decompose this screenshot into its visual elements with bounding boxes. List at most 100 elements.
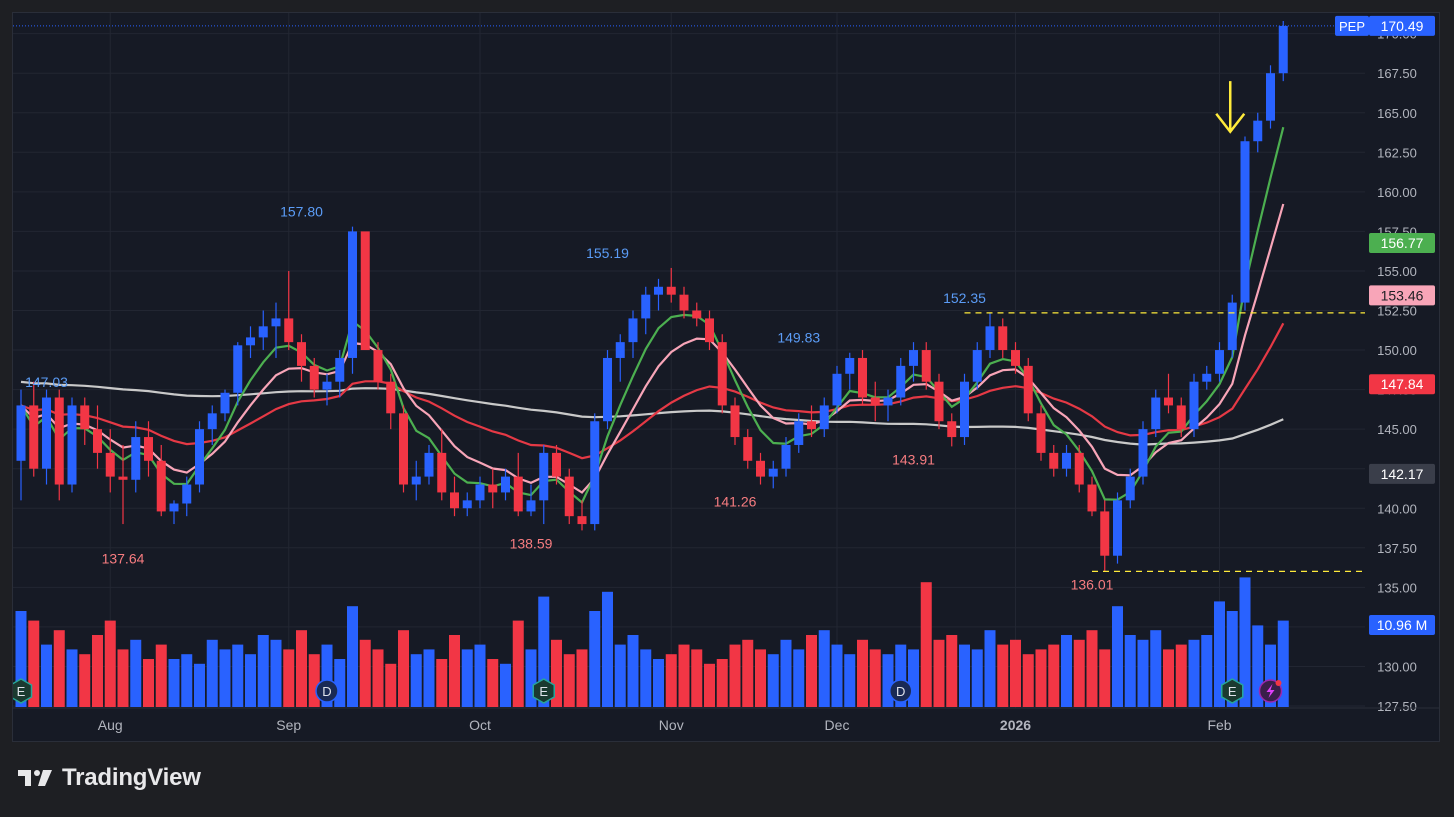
volume-bar bbox=[372, 649, 384, 707]
volume-bar bbox=[589, 611, 601, 707]
dividend-marker-icon bbox=[889, 679, 913, 703]
candle-body bbox=[819, 405, 829, 430]
tradingview-brand[interactable]: TradingView bbox=[16, 764, 201, 792]
volume-bar bbox=[1214, 601, 1225, 707]
volume-bar bbox=[245, 654, 256, 707]
x-tick-label: Feb bbox=[1207, 717, 1231, 733]
volume-bar bbox=[755, 649, 766, 707]
volume-bar bbox=[143, 659, 154, 707]
volume-bar bbox=[155, 644, 167, 707]
high-annotation-label: 152.35 bbox=[943, 290, 986, 306]
candle-body bbox=[552, 452, 561, 477]
candle-body bbox=[246, 337, 255, 346]
y-tick-label: 165.00 bbox=[1377, 106, 1417, 121]
volume-bar bbox=[130, 639, 142, 707]
tradingview-logo-icon bbox=[18, 770, 52, 786]
price-scale-badge-label: 10.96 M bbox=[1377, 617, 1428, 633]
candle-body bbox=[450, 492, 459, 509]
candle-body bbox=[195, 429, 204, 485]
chart-panel[interactable]: 127.50130.00132.50135.00137.50140.00142.… bbox=[12, 12, 1440, 742]
candle-body bbox=[1278, 25, 1288, 74]
volume-bar bbox=[793, 649, 805, 707]
y-tick-label: 140.00 bbox=[1377, 501, 1417, 516]
candle-body bbox=[1189, 381, 1199, 430]
volume-bar bbox=[1010, 639, 1021, 707]
volume-bar bbox=[1035, 649, 1047, 707]
high-annotation-label: 147.03 bbox=[25, 374, 68, 390]
price-scale-badge bbox=[1369, 615, 1435, 635]
candle-body bbox=[93, 429, 102, 453]
volume-bar bbox=[474, 644, 486, 707]
x-tick-label: Nov bbox=[659, 717, 684, 733]
candle-body bbox=[105, 452, 115, 477]
candle-body bbox=[845, 357, 855, 374]
candle-body bbox=[883, 397, 893, 406]
volume-bar bbox=[1226, 611, 1238, 707]
volume-bar bbox=[15, 611, 27, 707]
candle-body bbox=[386, 381, 396, 414]
volume-bar bbox=[168, 659, 180, 707]
candle-body bbox=[462, 500, 472, 509]
candle-body bbox=[220, 392, 230, 414]
high-annotation-label: 149.83 bbox=[777, 330, 820, 346]
y-tick-label: 130.00 bbox=[1377, 659, 1417, 674]
candle-body bbox=[717, 342, 727, 406]
volume-bar bbox=[627, 635, 639, 707]
volume-bar bbox=[767, 654, 779, 707]
volume-bar bbox=[920, 582, 932, 707]
volume-bar bbox=[219, 649, 231, 707]
volume-bar bbox=[321, 644, 333, 707]
candle-body bbox=[399, 413, 408, 485]
y-tick-label: 145.00 bbox=[1377, 422, 1417, 437]
candle-body bbox=[411, 476, 421, 485]
x-tick-label: Aug bbox=[98, 717, 123, 733]
candle-body bbox=[169, 503, 179, 512]
volume-bar bbox=[946, 635, 958, 707]
volume-bar bbox=[500, 663, 511, 707]
volume-bar bbox=[41, 644, 52, 707]
candle-body bbox=[768, 468, 778, 477]
candle-body bbox=[258, 326, 268, 338]
low-annotation-label: 143.91 bbox=[892, 451, 935, 467]
volume-bar bbox=[959, 644, 970, 707]
candle-body bbox=[577, 516, 587, 525]
price-scale-badge-label: 142.17 bbox=[1381, 466, 1424, 482]
y-tick-label: 167.50 bbox=[1377, 66, 1417, 81]
volume-bar bbox=[908, 649, 919, 707]
candle-body bbox=[909, 350, 918, 366]
volume-bar bbox=[844, 654, 856, 707]
volume-bar bbox=[296, 630, 307, 707]
candle-body bbox=[335, 357, 345, 382]
volume-bar bbox=[691, 649, 703, 707]
candle-body bbox=[743, 437, 753, 461]
candle-body bbox=[1227, 302, 1237, 351]
volume-bar bbox=[678, 644, 690, 707]
x-tick-label: Dec bbox=[825, 717, 850, 733]
high-annotation-label: 155.19 bbox=[586, 245, 629, 261]
low-annotation-label: 137.64 bbox=[102, 551, 145, 567]
candle-body bbox=[360, 231, 370, 351]
candle-body bbox=[144, 437, 153, 461]
volume-bar bbox=[933, 639, 945, 707]
volume-bar bbox=[869, 649, 881, 707]
candle-body bbox=[309, 365, 319, 390]
volume-bar bbox=[1150, 630, 1162, 707]
candle-body bbox=[921, 350, 931, 382]
candle-body bbox=[1266, 73, 1275, 121]
candle-body bbox=[603, 357, 612, 422]
volume-bar bbox=[551, 639, 562, 707]
volume-bar bbox=[398, 630, 409, 707]
dividend-marker-label: D bbox=[896, 684, 905, 699]
price-scale-badge-label: 147.84 bbox=[1381, 376, 1424, 392]
candle-body bbox=[858, 357, 867, 398]
volume-bar bbox=[1073, 639, 1085, 707]
volume-bar bbox=[1061, 635, 1072, 707]
volume-bar bbox=[563, 654, 575, 707]
dividend-marker-icon bbox=[315, 679, 339, 703]
volume-bar bbox=[194, 663, 205, 707]
volume-bar bbox=[270, 639, 282, 707]
candle-body bbox=[182, 484, 192, 504]
volume-bar bbox=[117, 649, 129, 707]
candlestick-chart[interactable]: 127.50130.00132.50135.00137.50140.00142.… bbox=[13, 13, 1440, 742]
volume-bar bbox=[806, 635, 817, 707]
